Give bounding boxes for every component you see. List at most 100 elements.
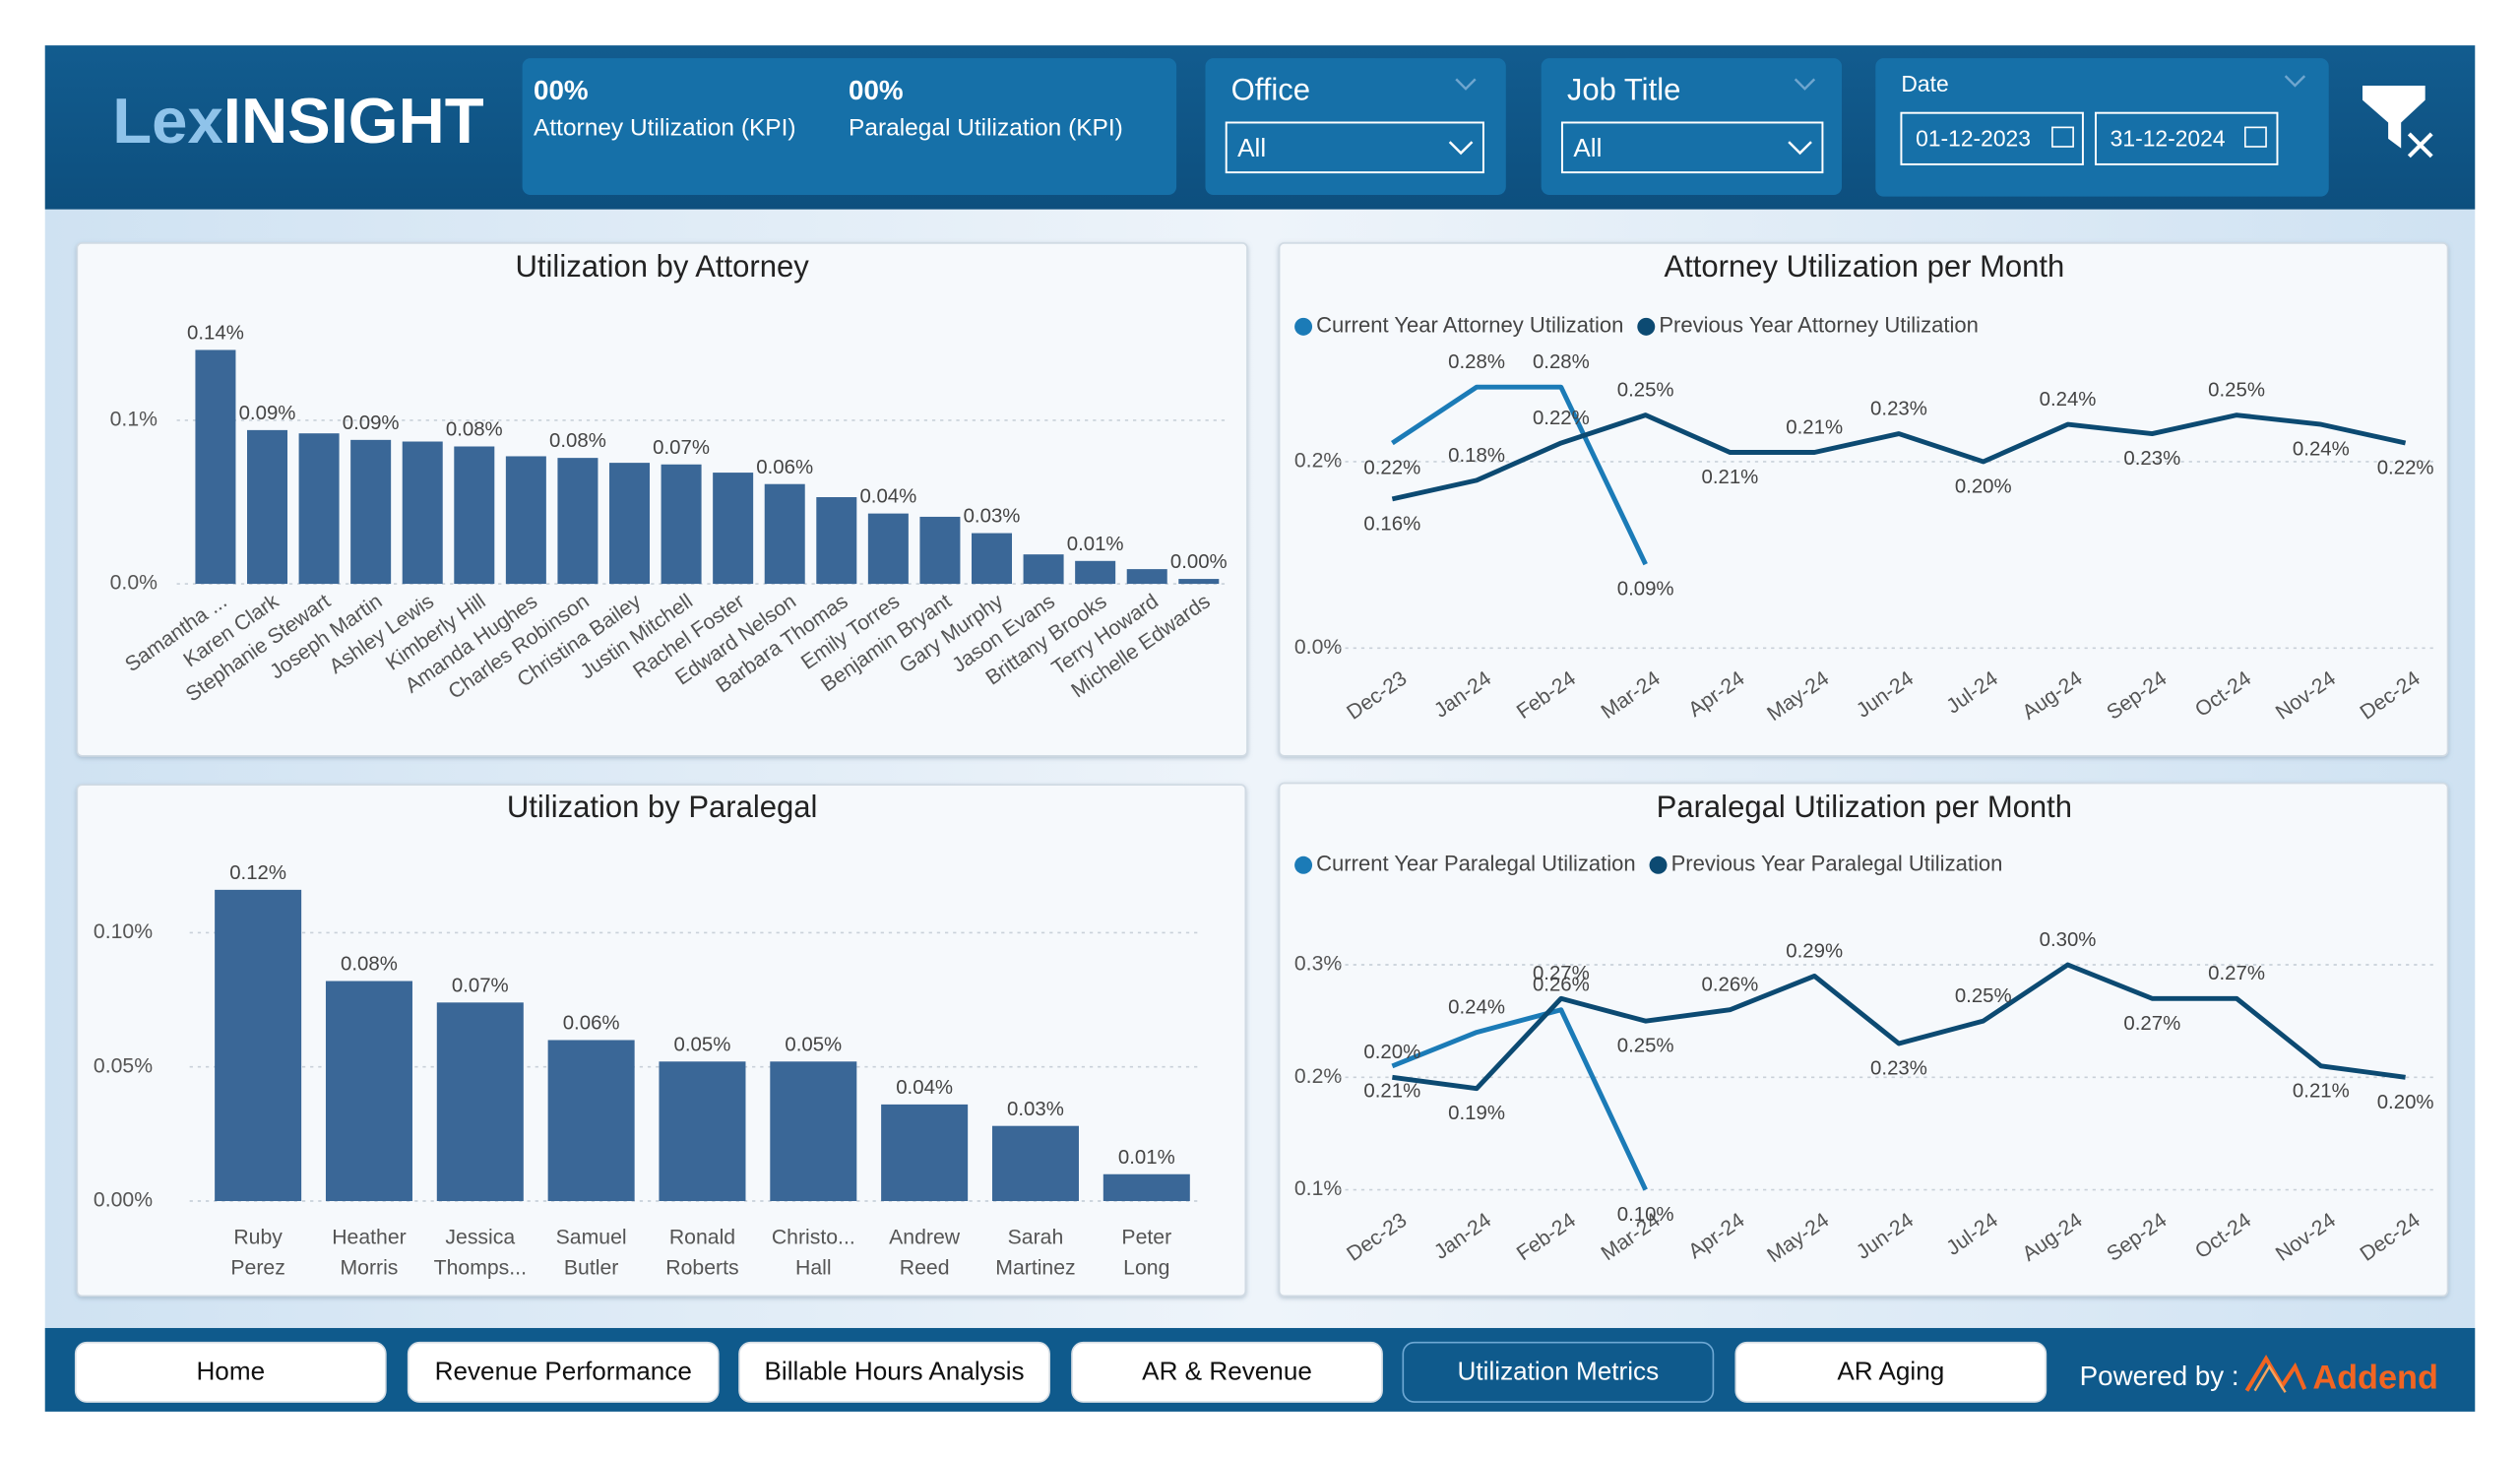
chevron: [1448, 141, 1474, 156]
line: [1391, 412, 2407, 502]
filter-card: [1205, 58, 1506, 195]
clear-filters[interactable]: [2362, 85, 2433, 158]
data-label: 0.03%: [964, 506, 1021, 528]
bar: [1126, 569, 1167, 585]
data-label: 0.08%: [549, 430, 606, 452]
data-label: 0.14%: [187, 323, 244, 345]
date-filter[interactable]: Date 01-12-2023 31-12-2024: [1875, 58, 2329, 197]
data-label: 0.18%: [1448, 445, 1505, 467]
y-tick-label: 0.2%: [1294, 450, 1342, 473]
button-label: AR Aging: [1837, 1357, 1944, 1386]
button-bg: [1402, 1341, 1715, 1403]
bar: [1102, 1173, 1190, 1201]
kpi-value: 00%: [534, 75, 589, 105]
data-label: 0.20%: [2377, 1092, 2434, 1113]
date-input[interactable]: [1900, 111, 2084, 165]
line: [1391, 1007, 1648, 1191]
data-label: 0.00%: [1170, 551, 1228, 573]
dropdown-value: All: [1237, 133, 1266, 162]
data-label: 0.21%: [1786, 416, 1843, 438]
button-bg: [407, 1341, 720, 1403]
data-label: 0.25%: [2208, 380, 2265, 402]
data-label: 0.30%: [2040, 929, 2097, 951]
data-label: 0.21%: [2293, 1080, 2350, 1102]
data-label: 0.29%: [1786, 940, 1843, 962]
nav-button[interactable]: Utilization Metrics: [1402, 1341, 1715, 1403]
bar: [919, 516, 961, 585]
dropdown-value: All: [1573, 133, 1602, 162]
data-label: 0.06%: [563, 1013, 620, 1035]
data-label: 0.27%: [1533, 963, 1590, 984]
bar: [659, 1061, 746, 1201]
chart-title: Attorney Utilization per Month: [1664, 249, 2064, 284]
data-label: 0.22%: [1363, 458, 1420, 479]
bar: [609, 463, 651, 585]
chart-title: Utilization by Attorney: [516, 249, 810, 284]
data-label: 0.09%: [343, 412, 400, 434]
kpi-value: 00%: [849, 75, 904, 105]
data-label: 0.19%: [1448, 1103, 1505, 1124]
line: [1391, 384, 1648, 566]
dropdown[interactable]: [1225, 121, 1484, 174]
brand-logo: [2253, 1363, 2287, 1393]
bar: [764, 483, 805, 585]
data-label: 0.09%: [1617, 579, 1674, 601]
date-end: 31-12-2024: [2110, 125, 2226, 151]
button-label: AR & Revenue: [1142, 1357, 1312, 1386]
data-label: 0.28%: [1448, 351, 1505, 373]
bar: [436, 1002, 524, 1201]
bar: [247, 429, 288, 585]
button-label: Utilization Metrics: [1458, 1357, 1660, 1386]
y-tick-label: 0.2%: [1294, 1065, 1342, 1088]
x-tick-label: Ruby Perez: [230, 1226, 284, 1279]
button-label: Billable Hours Analysis: [765, 1357, 1025, 1386]
bar: [661, 464, 702, 585]
data-label: 0.06%: [756, 457, 813, 478]
x-tick-label: Samuel Butler: [556, 1226, 627, 1279]
powered-by: Powered by :: [2080, 1361, 2239, 1391]
chevron: [1788, 141, 1812, 156]
data-label: 0.21%: [1363, 1080, 1420, 1102]
nav-button[interactable]: AR & Revenue: [1071, 1341, 1383, 1403]
bar: [215, 889, 302, 1201]
data-label: 0.23%: [1870, 1058, 1927, 1080]
bar: [547, 1040, 635, 1201]
bar: [1178, 579, 1220, 585]
data-label: 0.05%: [785, 1034, 842, 1055]
nav-button[interactable]: Home: [74, 1341, 387, 1403]
data-label: 0.04%: [859, 486, 916, 508]
x-tick-label: Christo... Hall: [772, 1226, 855, 1279]
data-label: 0.09%: [239, 403, 296, 424]
chevron: [1794, 78, 1816, 91]
legend-label: Current Year Attorney Utilization: [1316, 313, 1623, 338]
data-label: 0.28%: [1533, 351, 1590, 373]
legend-marker: [1637, 317, 1656, 336]
legend-marker: [1294, 317, 1313, 336]
data-label: 0.24%: [2293, 439, 2350, 461]
y-tick-label: 0.0%: [110, 572, 158, 595]
data-label: 0.04%: [896, 1077, 953, 1099]
data-label: 0.10%: [1617, 1204, 1674, 1226]
x-tick-label: Peter Long: [1121, 1226, 1171, 1279]
x-tick-label: Andrew Reed: [889, 1226, 961, 1279]
filter-label: Office: [1231, 73, 1310, 107]
data-label: 0.24%: [1448, 996, 1505, 1018]
calendar-icon: [2051, 126, 2074, 148]
filter-card: [1541, 58, 1843, 195]
dropdown[interactable]: [1560, 121, 1824, 174]
date-input[interactable]: [2095, 111, 2279, 165]
data-label: 0.25%: [1617, 1036, 1674, 1057]
data-label: 0.25%: [1955, 985, 2012, 1007]
data-label: 0.20%: [1363, 1042, 1420, 1063]
button-bg: [74, 1341, 387, 1403]
data-label: 0.26%: [1702, 975, 1759, 996]
y-tick-label: 0.3%: [1294, 953, 1342, 976]
nav-button[interactable]: AR Aging: [1734, 1341, 2048, 1403]
data-label: 0.27%: [2208, 963, 2265, 984]
nav-button[interactable]: Revenue Performance: [407, 1341, 720, 1403]
bar: [298, 433, 340, 585]
office-filter[interactable]: Office All: [1205, 58, 1506, 195]
logo: LexINSIGHT: [112, 85, 483, 157]
nav-button[interactable]: Billable Hours Analysis: [738, 1341, 1050, 1403]
job-title-filter[interactable]: Job Title All: [1541, 58, 1843, 195]
